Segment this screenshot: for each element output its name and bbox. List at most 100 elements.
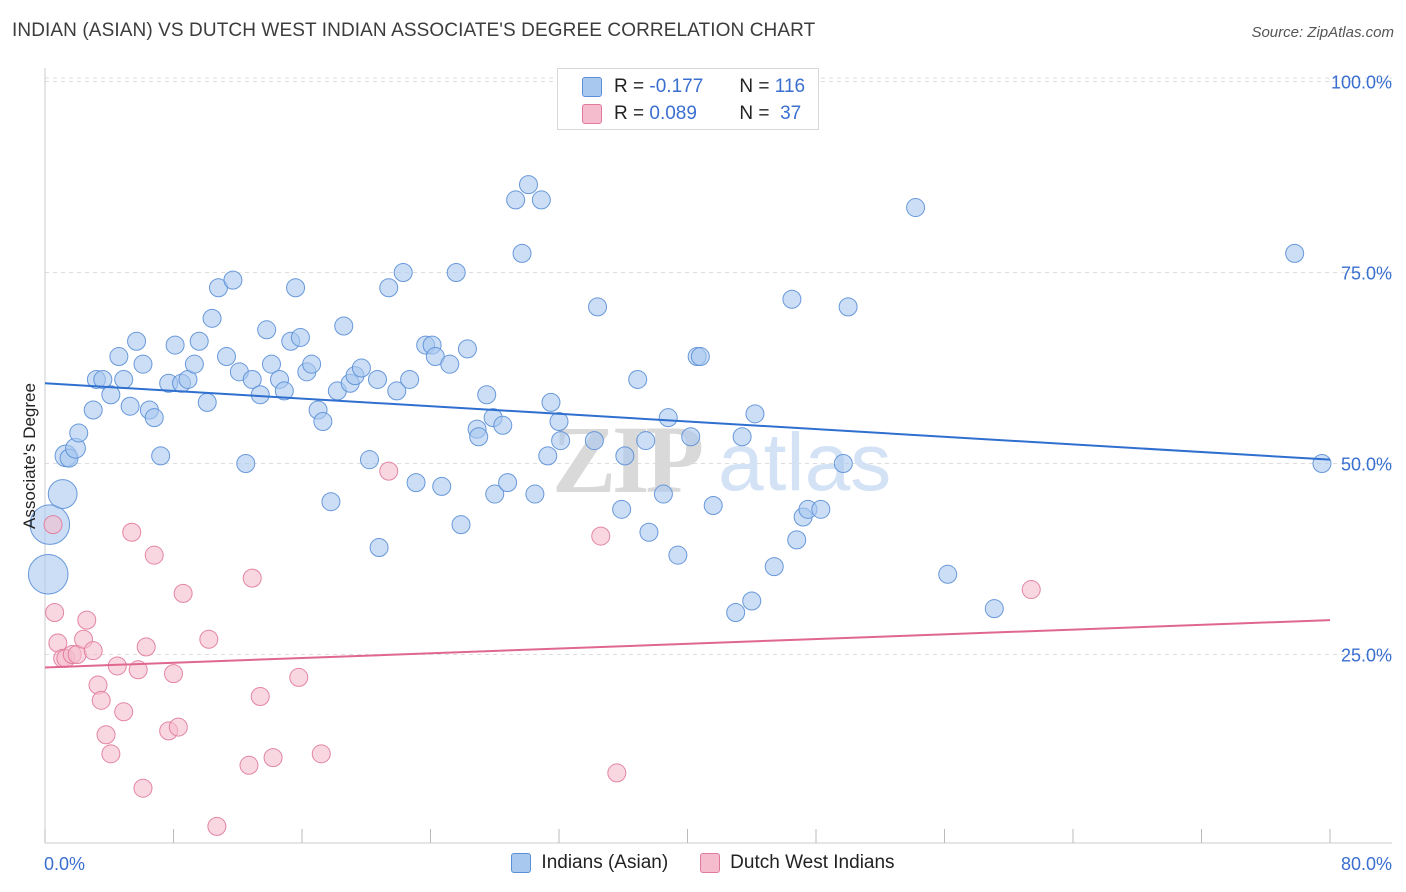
point-indians (1285, 243, 1305, 263)
point-indians (379, 278, 399, 298)
point-dutch (101, 744, 121, 764)
point-indians (506, 190, 526, 210)
point-dutch (168, 717, 188, 737)
legend: Indians (Asian) Dutch West Indians (0, 852, 1406, 874)
point-indians (151, 446, 171, 466)
point-indians (367, 369, 387, 389)
legend-swatch-pink (700, 853, 721, 873)
point-dutch (207, 816, 227, 836)
point-indians (498, 473, 518, 493)
trend-lines (44, 382, 1331, 669)
point-indians (432, 476, 452, 496)
point-indians (321, 492, 341, 512)
point-indians (120, 396, 140, 416)
point-indians (653, 484, 673, 504)
point-indians (359, 450, 379, 470)
legend-label: Dutch West Indians (730, 852, 895, 873)
point-indians (109, 347, 129, 367)
point-indians (726, 602, 746, 622)
stats-swatch-blue (582, 77, 602, 97)
point-indians (512, 243, 532, 263)
point-indians (93, 369, 113, 389)
point-dutch (1021, 580, 1041, 600)
trend-line-dutch (44, 619, 1331, 669)
point-indians (189, 331, 209, 351)
point-indians (549, 411, 569, 431)
point-indians (261, 354, 281, 374)
point-indians (906, 198, 926, 218)
point-dutch (91, 690, 111, 710)
point-dutch (591, 526, 611, 546)
point-indians (541, 392, 561, 412)
legend-label: Indians (Asian) (541, 852, 669, 873)
point-indians (764, 557, 784, 577)
point-indians (313, 411, 333, 431)
point-indians (114, 369, 134, 389)
point-indians (938, 564, 958, 584)
point-indians (457, 339, 477, 359)
x-tick-label-min: 0.0% (44, 854, 85, 874)
point-indians (47, 479, 78, 509)
axes (44, 68, 1392, 844)
point-indians (165, 335, 185, 355)
point-dutch (77, 610, 97, 630)
point-indians (838, 297, 858, 317)
point-indians (742, 591, 762, 611)
point-indians (703, 496, 723, 516)
point-indians (732, 427, 752, 447)
point-indians (518, 175, 538, 195)
trend-line-indians (44, 382, 1331, 461)
point-indians (493, 415, 513, 435)
point-indians (223, 270, 243, 290)
point-dutch (96, 725, 116, 745)
point-dutch (311, 744, 331, 764)
point-indians (485, 484, 505, 504)
stats-row-indians: R = -0.177 N = 116 (582, 74, 805, 100)
legend-item-indians: Indians (Asian) (511, 852, 668, 874)
point-indians (400, 369, 420, 389)
point-indians (217, 347, 237, 367)
point-indians (144, 408, 164, 428)
point-dutch (136, 637, 156, 657)
stats-row-dutch: R = 0.089 N = 37 (582, 101, 801, 127)
stats-box: R = -0.177 N = 116 R = 0.089 N = 37 (557, 68, 819, 130)
point-indians (584, 431, 604, 451)
point-indians (782, 289, 802, 309)
point-dutch (199, 629, 219, 649)
chart-title: INDIAN (ASIAN) VS DUTCH WEST INDIAN ASSO… (12, 20, 816, 41)
point-indians (290, 327, 310, 347)
y-tick-label: 75.0% (1341, 264, 1392, 284)
stats-r-value: -0.177 (649, 76, 704, 97)
y-tick-label: 50.0% (1341, 455, 1392, 475)
point-indians (369, 538, 389, 558)
point-indians (639, 522, 659, 542)
point-dutch (114, 702, 134, 722)
stats-swatch-pink (582, 104, 602, 124)
point-indians (69, 423, 89, 443)
point-indians (83, 400, 103, 420)
point-indians (690, 347, 710, 367)
stats-n-value: 37 (780, 103, 802, 124)
point-indians (236, 454, 256, 473)
point-dutch (128, 660, 148, 680)
point-dutch (250, 687, 270, 707)
y-tick-labels: 25.0% 50.0% 75.0% 100.0% (1331, 73, 1392, 666)
point-indians (334, 316, 354, 336)
y-axis-label: Associate's Degree (20, 383, 39, 529)
point-indians (257, 320, 277, 340)
point-indians (658, 408, 678, 428)
point-indians (811, 499, 831, 519)
legend-swatch-blue (511, 853, 532, 873)
point-dutch (239, 755, 259, 775)
point-indians (538, 446, 558, 466)
point-indians (451, 515, 471, 535)
point-indians (551, 431, 571, 451)
point-indians (393, 263, 413, 282)
point-dutch (173, 583, 193, 603)
point-indians (477, 385, 497, 405)
point-indians (101, 385, 121, 405)
source-label: Source: ZipAtlas.com (1251, 24, 1394, 41)
y-tick-label: 25.0% (1341, 646, 1392, 666)
point-indians (525, 484, 545, 504)
